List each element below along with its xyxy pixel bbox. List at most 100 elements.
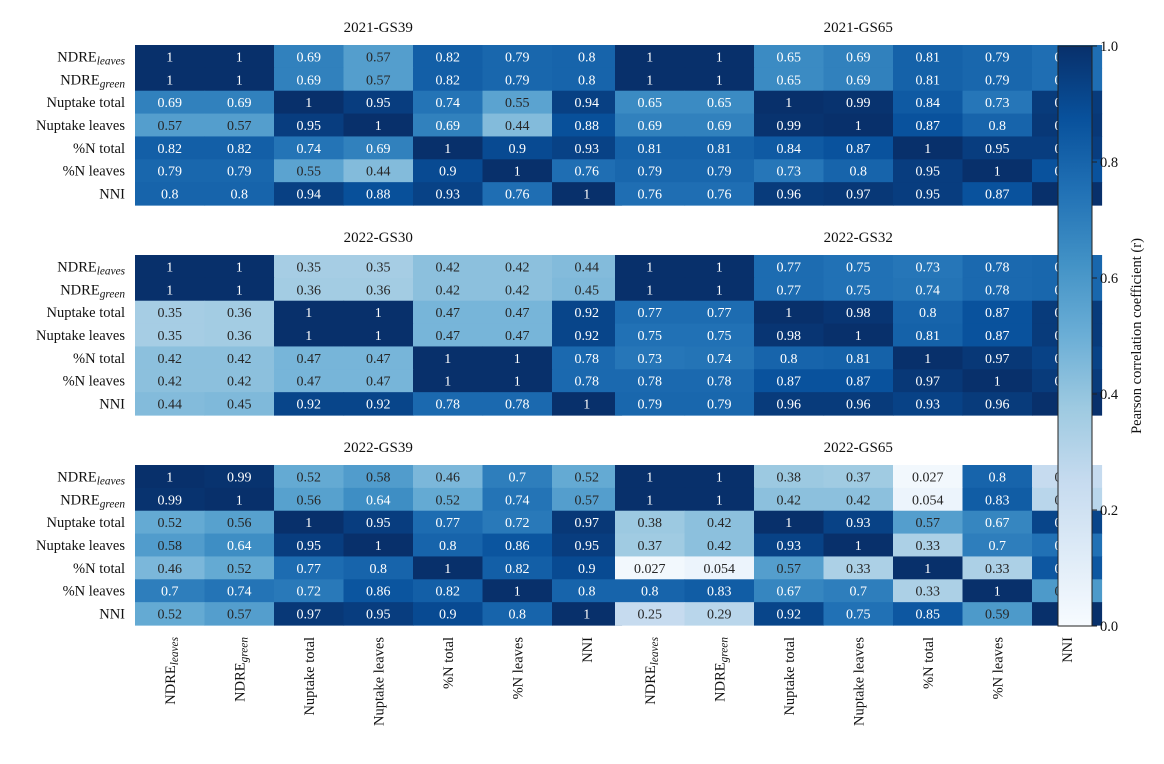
- cell-value-label: 0.87: [985, 306, 1010, 321]
- cell-value-label: 0.74: [916, 283, 941, 298]
- cell-value-label: 0.73: [985, 96, 1010, 111]
- cell-value-label: 0.69: [707, 119, 732, 134]
- heatmap-cell: [274, 465, 345, 489]
- heatmap-cell: [552, 602, 623, 626]
- row-label: %N total: [73, 141, 125, 157]
- heatmap-cell: [893, 67, 964, 92]
- heatmap-cell: [684, 465, 755, 489]
- heatmap-cell: [552, 90, 623, 115]
- cell-value-label: 1: [305, 329, 312, 344]
- heatmap-cell: [754, 182, 825, 206]
- cell-value-label: 0.96: [777, 188, 802, 203]
- heatmap-cell: [684, 255, 755, 279]
- cell-value-label: 0.027: [912, 470, 944, 485]
- heatmap-cell: [482, 45, 553, 69]
- heatmap-panel-2022-GS39: 2022-GS39 1 0.99 0.52 0.58 0.46 0.7 0.52 0.99 1 0.…: [36, 440, 623, 726]
- heatmap-cell: [482, 90, 553, 115]
- cell-value-label: 0.57: [777, 562, 802, 577]
- cell-value-label: 0.93: [436, 188, 461, 203]
- heatmap-cell: [615, 346, 686, 370]
- heatmap-cell: [962, 255, 1033, 279]
- cell-value-label: 0.79: [158, 165, 183, 180]
- heatmap-cell: [482, 67, 553, 92]
- row-label: Nuptake leaves: [36, 118, 125, 134]
- heatmap-cell: [482, 182, 553, 206]
- cell-value-label: 0.46: [436, 470, 461, 485]
- cell-value-label: 1: [375, 119, 382, 134]
- cell-value-label: 0.44: [505, 119, 530, 134]
- cell-value-label: 0.78: [638, 375, 663, 390]
- heatmap-cell: [413, 346, 484, 370]
- heatmap-cell: [962, 136, 1033, 160]
- cell-value-label: 0.52: [575, 470, 600, 485]
- cell-value-label: 0.47: [505, 329, 530, 344]
- heatmap-cell: [482, 113, 553, 138]
- heatmap-cell: [754, 556, 825, 580]
- cell-value-label: 0.77: [297, 562, 322, 577]
- heatmap-cell: [893, 45, 964, 69]
- cell-value-label: 0.99: [227, 470, 252, 485]
- heatmap-panel-2022-GS32: 2022-GS32 1 1 0.77 0.75 0.73 0.78 0.79 1 1 0.77 0.7…: [615, 230, 1103, 416]
- cell-value-label: 1: [305, 96, 312, 111]
- column-label: Nuptake leaves: [371, 637, 387, 726]
- cell-value-label: 1: [994, 165, 1001, 180]
- colorbar: 0.0 0.2 0.4 0.6 0.8 1.0 Pearson correlation co…: [1057, 39, 1145, 635]
- cell-value-label: 0.45: [575, 283, 600, 298]
- cell-value-label: 0.42: [436, 283, 461, 298]
- heatmap-cell: [684, 113, 755, 138]
- colorbar-tick-label: 0.2: [1100, 503, 1118, 519]
- heatmap-cell: [615, 579, 686, 603]
- heatmap-cell: [552, 159, 623, 183]
- panel-title: 2022-GS65: [824, 440, 893, 456]
- heatmap-cell: [962, 556, 1033, 580]
- cell-value-label: 0.29: [707, 608, 732, 623]
- heatmap-cell: [754, 323, 825, 348]
- heatmap-cell: [204, 255, 275, 279]
- cell-value-label: 0.93: [575, 142, 600, 157]
- cell-value-label: 0.36: [297, 283, 322, 298]
- heatmap-cell: [274, 323, 345, 348]
- cell-value-label: 1: [716, 260, 723, 275]
- heatmap-cell: [962, 346, 1033, 370]
- heatmap-cell: [754, 579, 825, 603]
- heatmap-cell: [552, 369, 623, 393]
- heatmap-cell: [413, 369, 484, 393]
- column-label: Nuptake total: [782, 637, 798, 716]
- cell-value-label: 0.94: [297, 188, 322, 203]
- column-label: %N leaves: [990, 637, 1006, 700]
- cell-value-label: 0.58: [158, 539, 183, 554]
- heatmap-cell: [343, 556, 414, 580]
- heatmap-cell: [482, 346, 553, 370]
- cell-value-label: 1: [236, 283, 243, 298]
- cell-value-label: 0.82: [436, 73, 461, 88]
- heatmap-cell: [274, 90, 345, 115]
- heatmap-cell: [962, 533, 1033, 558]
- heatmap-cell: [135, 487, 206, 512]
- heatmap-panel-2022-GS30: 2022-GS30 1 1 0.35 0.35 0.42 0.42 0.44 1 1 0.36 0.3…: [36, 230, 623, 416]
- cell-value-label: 1: [166, 470, 173, 485]
- cell-value-label: 0.95: [985, 142, 1010, 157]
- cell-value-label: 0.84: [777, 142, 802, 157]
- cell-value-label: 0.96: [777, 398, 802, 413]
- cell-value-label: 0.8: [850, 165, 868, 180]
- heatmap-cell: [343, 90, 414, 115]
- heatmap-cell: [482, 556, 553, 580]
- cell-value-label: 0.84: [916, 96, 941, 111]
- cell-value-label: 0.78: [707, 375, 732, 390]
- heatmap-cell: [754, 392, 825, 416]
- row-label: NDREleaves: [57, 469, 125, 487]
- cell-value-label: 0.58: [366, 470, 391, 485]
- cell-value-label: 0.78: [575, 375, 600, 390]
- cell-value-label: 1: [583, 188, 590, 203]
- cell-value-label: 1: [236, 493, 243, 508]
- heatmap-cell: [615, 533, 686, 558]
- heatmap-cell: [552, 579, 623, 603]
- cell-value-label: 0.79: [985, 50, 1010, 65]
- heatmap-cell: [135, 510, 206, 535]
- heatmap-cell: [893, 113, 964, 138]
- heatmap-cell: [135, 602, 206, 626]
- heatmap-cell: [343, 67, 414, 92]
- cell-value-label: 1: [646, 50, 653, 65]
- heatmap-cell: [754, 90, 825, 115]
- heatmap-cell: [482, 136, 553, 160]
